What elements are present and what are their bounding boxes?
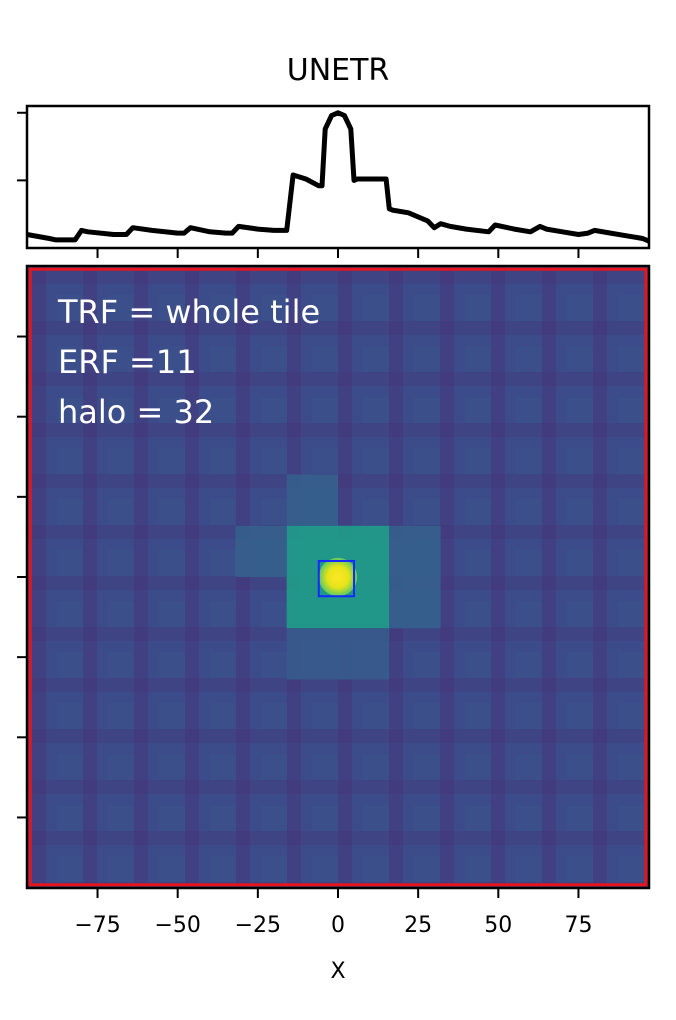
x-tick-label: 0 xyxy=(331,913,345,938)
heatmap-blocks xyxy=(235,474,441,680)
trf-box xyxy=(28,267,648,887)
annotation-halo: halo = 32 xyxy=(58,393,214,431)
erf-box xyxy=(317,559,356,598)
profile-frame xyxy=(25,104,651,250)
x-tick-label: −25 xyxy=(235,913,281,938)
heatmap-block-3 xyxy=(286,474,338,526)
heatmap-peak xyxy=(318,557,358,597)
annotation-erf: ERF =11 xyxy=(58,343,197,381)
profile-panel xyxy=(17,104,651,258)
heatmap-panel: −75 −50 −25 0 25 50 75 TRF = whole tile ERF =1… xyxy=(17,264,651,938)
heatmap-block-4 xyxy=(286,628,390,680)
x-tick-label: 25 xyxy=(404,913,432,938)
annotation-trf: TRF = whole tile xyxy=(57,293,320,331)
x-axis-label: X xyxy=(330,959,345,984)
x-tick-label: −75 xyxy=(74,913,120,938)
x-tick-label: 75 xyxy=(564,913,592,938)
heatmap-block-1 xyxy=(235,525,287,577)
profile-line xyxy=(26,110,650,244)
x-tick-label: 50 xyxy=(484,913,512,938)
chart-title: UNETR xyxy=(287,53,390,88)
heatmap-block-2 xyxy=(389,525,441,629)
x-tick-label: −50 xyxy=(154,913,200,938)
